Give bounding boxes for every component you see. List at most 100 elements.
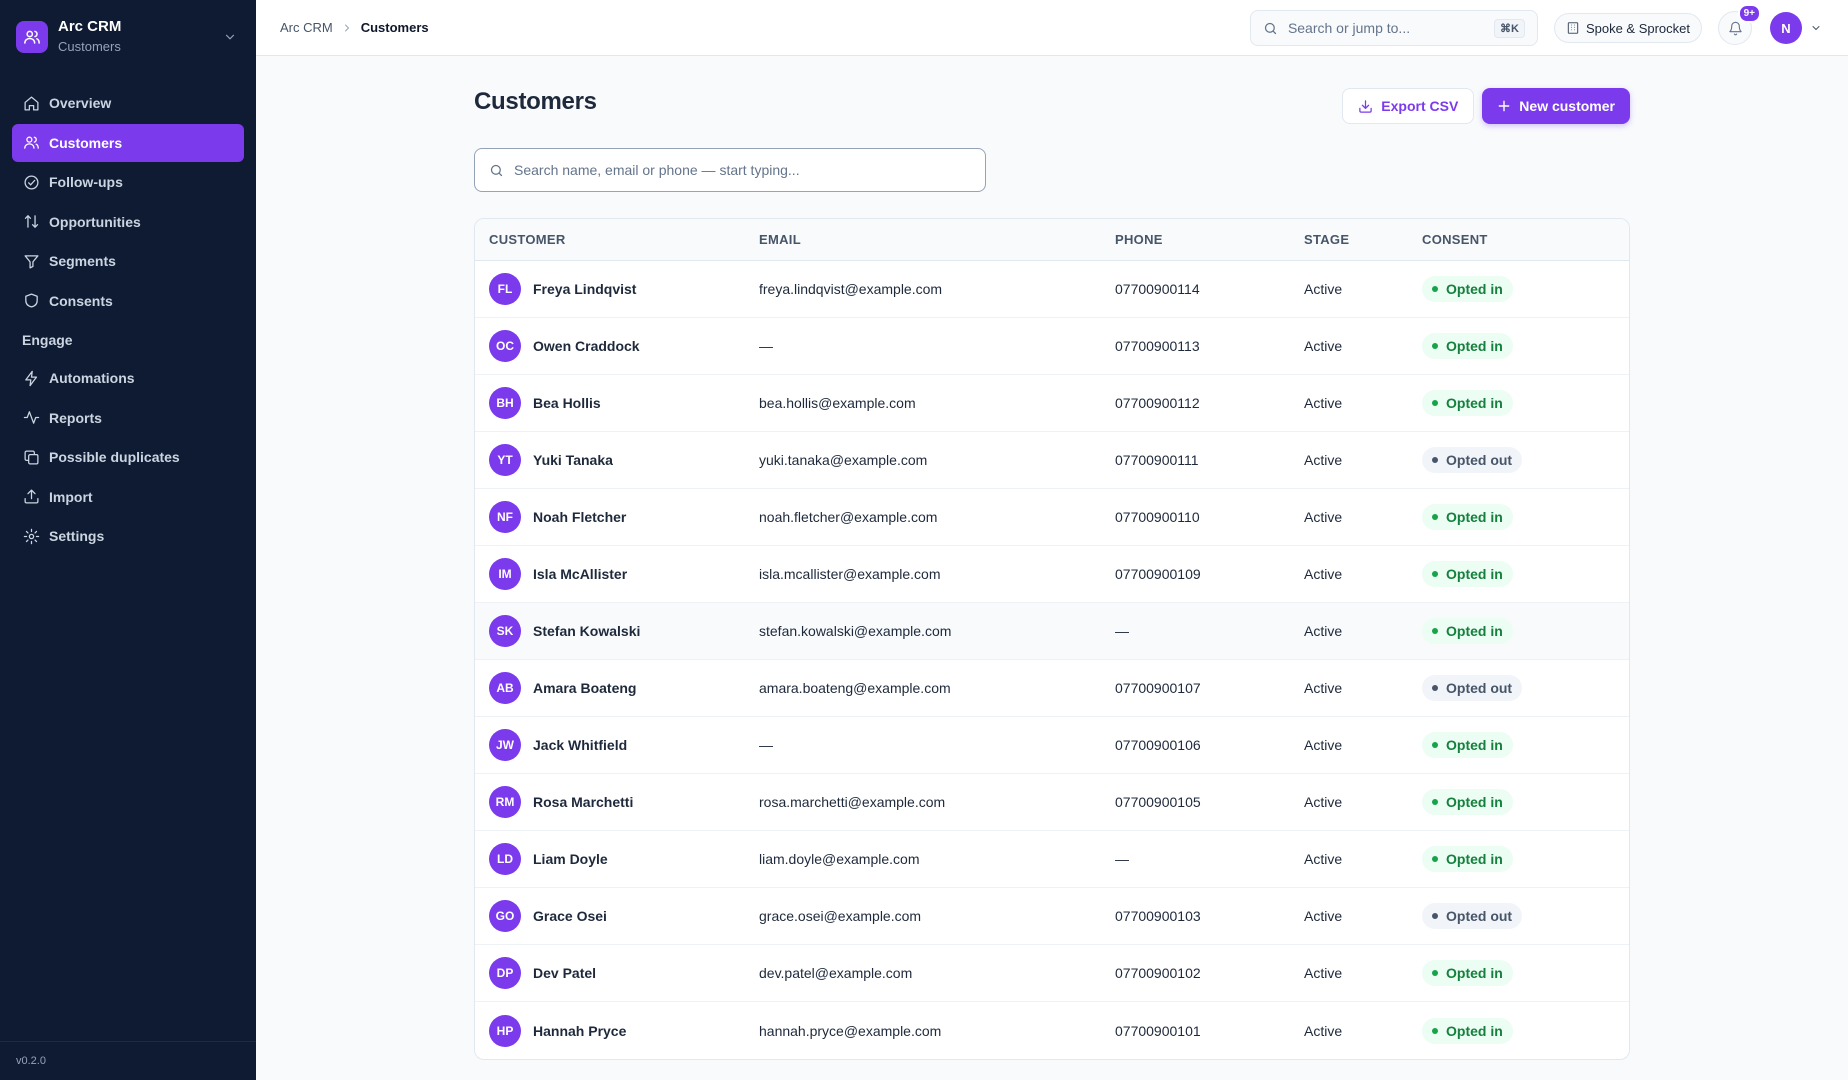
avatar: AB (489, 672, 521, 704)
email-cell: bea.hollis@example.com (759, 395, 916, 411)
sidebar-item-automations[interactable]: Automations (12, 359, 244, 397)
notifications-badge: 9+ (1737, 4, 1761, 23)
table-row[interactable]: YT Yuki Tanaka yuki.tanaka@example.com 0770… (475, 432, 1629, 489)
phone-cell: 07700900103 (1115, 908, 1201, 924)
customer-search-input[interactable] (514, 162, 971, 178)
sidebar-item-label: Possible duplicates (49, 449, 180, 465)
column-header-phone[interactable]: PHONE (1115, 232, 1163, 247)
column-header-customer[interactable]: CUSTOMER (489, 232, 566, 247)
sidebar-item-opportunities[interactable]: Opportunities (12, 203, 244, 241)
table-row[interactable]: GO Grace Osei grace.osei@example.com 077009… (475, 888, 1629, 945)
upload-icon (22, 488, 40, 506)
sidebar-item-reports[interactable]: Reports (12, 399, 244, 437)
sidebar: Arc CRM Customers Overview Customers Fol… (0, 0, 256, 1080)
email-cell: grace.osei@example.com (759, 908, 922, 924)
table-row[interactable]: LD Liam Doyle liam.doyle@example.com — Activ… (475, 831, 1629, 888)
export-csv-label: Export CSV (1381, 98, 1459, 114)
table-row[interactable]: OC Owen Craddock — 07700900113 Active Opted i… (475, 318, 1629, 375)
org-name: Spoke & Sprocket (1585, 20, 1690, 36)
chevron-right-icon (341, 22, 353, 34)
global-search[interactable]: Search or jump to... ⌘K (1249, 10, 1538, 46)
notifications-button[interactable]: 9+ (1718, 4, 1761, 45)
nav-group-engage: Engage (22, 332, 73, 348)
customer-name: Noah Fletcher (533, 509, 627, 525)
sidebar-item-possible-duplicates[interactable]: Possible duplicates (12, 438, 244, 476)
column-header-email[interactable]: EMAIL (759, 232, 801, 247)
workspace-switcher[interactable]: Arc CRM Customers (0, 0, 256, 74)
email-cell: — (759, 338, 773, 354)
customer-cell: GO Grace Osei (475, 900, 759, 932)
email-cell: dev.patel@example.com (759, 965, 913, 981)
sidebar-item-label: Segments (49, 253, 116, 269)
avatar: IM (489, 558, 521, 590)
column-header-stage[interactable]: STAGE (1304, 232, 1350, 247)
consent-cell: Opted in (1422, 960, 1629, 986)
status-dot-icon (1432, 628, 1438, 634)
stage-cell: Active (1304, 851, 1343, 867)
customer-cell: AB Amara Boateng (475, 672, 759, 704)
consent-label: Opted in (1446, 965, 1503, 981)
status-dot-icon (1432, 514, 1438, 520)
search-shortcut: ⌘K (1493, 18, 1525, 38)
sidebar-item-import[interactable]: Import (12, 478, 244, 516)
phone-cell: 07700900114 (1115, 281, 1200, 297)
user-avatar[interactable]: N (1770, 12, 1802, 44)
customer-cell: NF Noah Fletcher (475, 501, 759, 533)
main-content: Customers Export CSV New customer CUSTOM… (474, 56, 1630, 1060)
table-row[interactable]: IM Isla McAllister isla.mcallister@example… (475, 546, 1629, 603)
bolt-icon (22, 369, 40, 387)
consent-badge: Opted out (1422, 447, 1523, 473)
table-row[interactable]: AB Amara Boateng amara.boateng@example.com… (475, 660, 1629, 717)
status-dot-icon (1432, 1027, 1438, 1034)
table-row[interactable]: BH Bea Hollis bea.hollis@example.com 077009… (475, 375, 1629, 432)
breadcrumb-root[interactable]: Arc CRM (280, 20, 333, 35)
sidebar-item-overview[interactable]: Overview (12, 84, 244, 122)
sidebar-item-settings[interactable]: Settings (12, 517, 244, 555)
customer-name: Grace Osei (533, 908, 607, 924)
table-row[interactable]: HP Hannah Pryce hannah.pryce@example.com 07… (475, 1002, 1629, 1059)
consent-cell: Opted in (1422, 561, 1629, 587)
copy-icon (22, 448, 40, 466)
customer-name: Owen Craddock (533, 338, 640, 354)
chevron-down-icon (220, 27, 240, 47)
customer-name: Stefan Kowalski (533, 623, 641, 639)
sidebar-item-label: Import (49, 488, 93, 505)
sidebar-item-label: Reports (49, 409, 102, 426)
sidebar-item-follow-ups[interactable]: Follow-ups (12, 163, 244, 201)
phone-cell: — (1115, 851, 1129, 867)
table-row[interactable]: SK Stefan Kowalski stefan.kowalski@example… (475, 603, 1629, 660)
org-switcher[interactable]: Spoke & Sprocket (1553, 13, 1702, 43)
column-header-consent[interactable]: CONSENT (1422, 232, 1488, 247)
new-customer-button[interactable]: New customer (1482, 88, 1630, 124)
stage-cell: Active (1304, 1022, 1343, 1039)
consent-badge: Opted in (1422, 561, 1513, 587)
sidebar-item-consents[interactable]: Consents (12, 282, 244, 320)
avatar: BH (489, 387, 521, 419)
status-dot-icon (1432, 970, 1438, 976)
email-cell: hannah.pryce@example.com (759, 1022, 942, 1039)
table-row[interactable]: JW Jack Whitfield — 07700900106 Active Opted … (475, 717, 1629, 774)
sidebar-item-label: Follow-ups (49, 174, 123, 190)
gear-icon (22, 527, 40, 545)
table-row[interactable]: RM Rosa Marchetti rosa.marchetti@example.c… (475, 774, 1629, 831)
sidebar-item-label: Opportunities (49, 213, 141, 230)
email-cell: amara.boateng@example.com (759, 680, 951, 696)
phone-cell: 07700900110 (1115, 509, 1200, 525)
export-csv-button[interactable]: Export CSV (1342, 88, 1475, 124)
stage-cell: Active (1304, 737, 1343, 753)
consent-label: Opted in (1446, 395, 1503, 411)
consent-label: Opted in (1446, 509, 1503, 525)
consent-badge: Opted out (1422, 675, 1523, 701)
table-row[interactable]: DP Dev Patel dev.patel@example.com 07700900… (475, 945, 1629, 1002)
table-row[interactable]: NF Noah Fletcher noah.fletcher@example.com… (475, 489, 1629, 546)
consent-badge: Opted out (1422, 903, 1523, 929)
sidebar-item-customers[interactable]: Customers (12, 123, 244, 162)
table-row[interactable]: FL Freya Lindqvist freya.lindqvist@example… (475, 261, 1629, 318)
sidebar-item-segments[interactable]: Segments (12, 242, 244, 280)
consent-label: Opted in (1446, 794, 1503, 810)
chevron-down-icon[interactable] (1810, 22, 1822, 34)
consent-label: Opted in (1446, 338, 1503, 354)
consent-label: Opted out (1446, 452, 1513, 468)
consent-cell: Opted out (1422, 675, 1629, 701)
avatar: HP (489, 1014, 521, 1047)
